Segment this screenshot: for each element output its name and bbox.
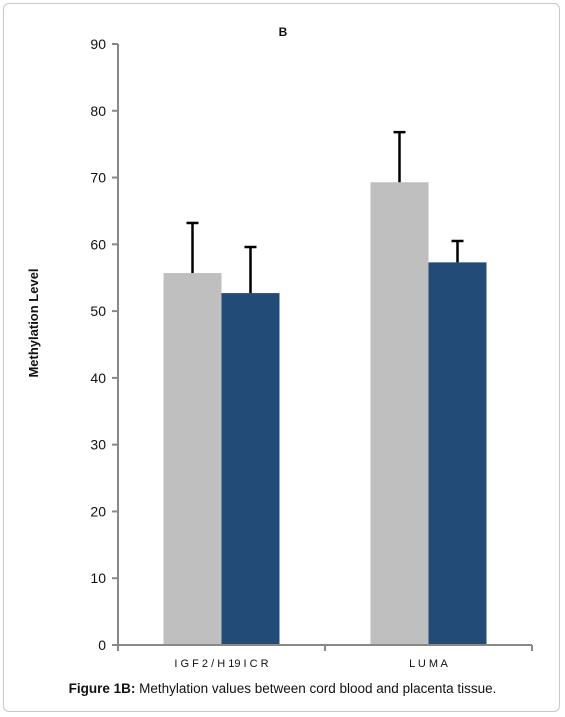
figure-caption: Figure 1B: Methylation values between co… bbox=[0, 681, 565, 696]
x-tick-label: L U M A bbox=[409, 658, 448, 670]
y-tick-label: 70 bbox=[90, 170, 106, 186]
bar bbox=[221, 293, 280, 645]
y-tick-label: 0 bbox=[98, 637, 106, 653]
x-tick-label: I G F 2 / H 19 I C R bbox=[174, 658, 268, 670]
caption-text: Methylation values between cord blood an… bbox=[135, 681, 497, 696]
y-tick-label: 40 bbox=[90, 370, 106, 386]
bar bbox=[370, 182, 429, 646]
bars-layer bbox=[163, 182, 487, 646]
caption-lead: Figure 1B: bbox=[68, 681, 136, 696]
y-tick-label: 50 bbox=[90, 303, 106, 319]
bar bbox=[163, 273, 222, 645]
y-axis-label: Methylation Level bbox=[26, 268, 41, 377]
tick-labels-layer: I G F 2 / H 19 I C R L U M A 0 10 20 30 40 50 60… bbox=[90, 36, 448, 670]
y-tick-label: 60 bbox=[90, 236, 106, 252]
methylation-bar-chart: B Methylation Level I G F 2 / H 19 I C R… bbox=[26, 25, 533, 670]
chart-title: B bbox=[279, 25, 288, 39]
y-tick-label: 80 bbox=[90, 103, 106, 119]
y-tick-label: 20 bbox=[90, 503, 106, 519]
y-tick-label: 30 bbox=[90, 437, 106, 453]
axes-layer bbox=[112, 43, 533, 651]
y-tick-label: 90 bbox=[90, 36, 106, 52]
bar bbox=[428, 262, 487, 645]
y-tick-label: 10 bbox=[90, 570, 106, 586]
error-bars-layer bbox=[186, 130, 464, 294]
